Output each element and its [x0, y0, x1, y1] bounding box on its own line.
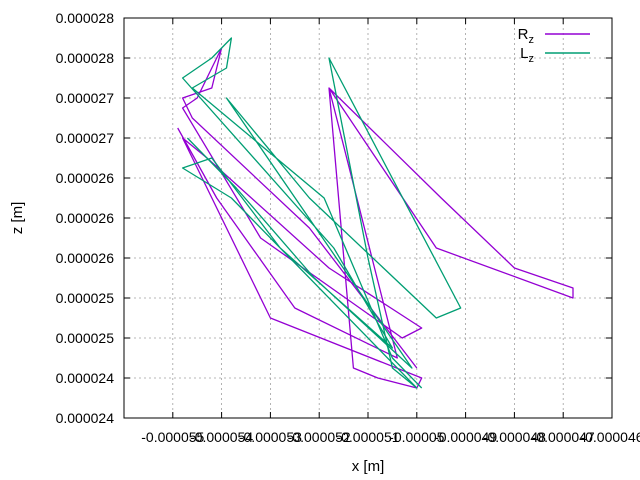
x-tick-labels: -0.000055-0.000054-0.000053-0.000052-0.0… — [141, 429, 640, 445]
y-tick-label: 0.000024 — [56, 410, 115, 426]
series-line-lz — [181, 37, 462, 389]
x-tick-label: -0.000051 — [336, 429, 399, 445]
x-tick-label: -0.000052 — [288, 429, 351, 445]
grid-lines — [124, 17, 613, 419]
series-layer — [177, 37, 574, 389]
x-tick-label: -0.000055 — [141, 429, 204, 445]
x-tick-label: -0.000046 — [580, 429, 640, 445]
y-tick-label: 0.000028 — [56, 50, 115, 66]
x-tick-label: -0.000047 — [532, 429, 595, 445]
y-tick-label: 0.000025 — [56, 290, 115, 306]
y-tick-label: 0.000027 — [56, 90, 115, 106]
x-tick-label: -0.000053 — [239, 429, 302, 445]
y-tick-label: 0.000025 — [56, 330, 115, 346]
legend-label: Rz — [518, 26, 534, 46]
y-axis-title: z [m] — [9, 202, 26, 235]
axis-ticks — [124, 17, 613, 419]
y-tick-label: 0.000027 — [56, 130, 115, 146]
y-tick-label: 0.000026 — [56, 210, 115, 226]
x-tick-label: -0.000048 — [483, 429, 546, 445]
legend-label: Lz — [520, 45, 534, 65]
y-tick-label: 0.000024 — [56, 370, 115, 386]
x-axis-title: x [m] — [352, 458, 385, 475]
x-tick-label: -0.000049 — [434, 429, 497, 445]
x-tick-label: -0.000054 — [190, 429, 253, 445]
y-tick-label: 0.000026 — [56, 250, 115, 266]
y-tick-label: 0.000028 — [56, 10, 115, 26]
y-tick-label: 0.000026 — [56, 170, 115, 186]
y-tick-labels: 0.000024 0.000024 0.000025 0.000025 0.000026… — [56, 10, 115, 426]
x-tick-label: -0.00005 — [389, 429, 444, 445]
